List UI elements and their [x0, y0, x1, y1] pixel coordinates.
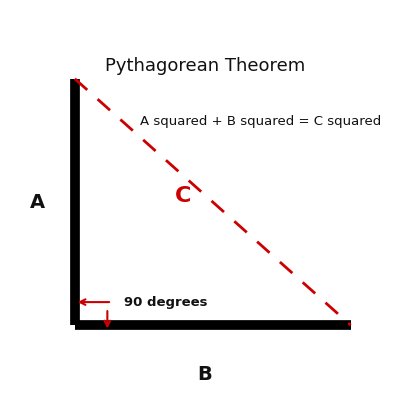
Text: C: C [175, 186, 192, 206]
Text: A: A [30, 192, 45, 212]
Text: Pythagorean Theorem: Pythagorean Theorem [105, 57, 305, 75]
Text: B: B [198, 365, 212, 384]
Text: A squared + B squared = C squared: A squared + B squared = C squared [140, 116, 382, 128]
Text: 90 degrees: 90 degrees [124, 296, 208, 309]
